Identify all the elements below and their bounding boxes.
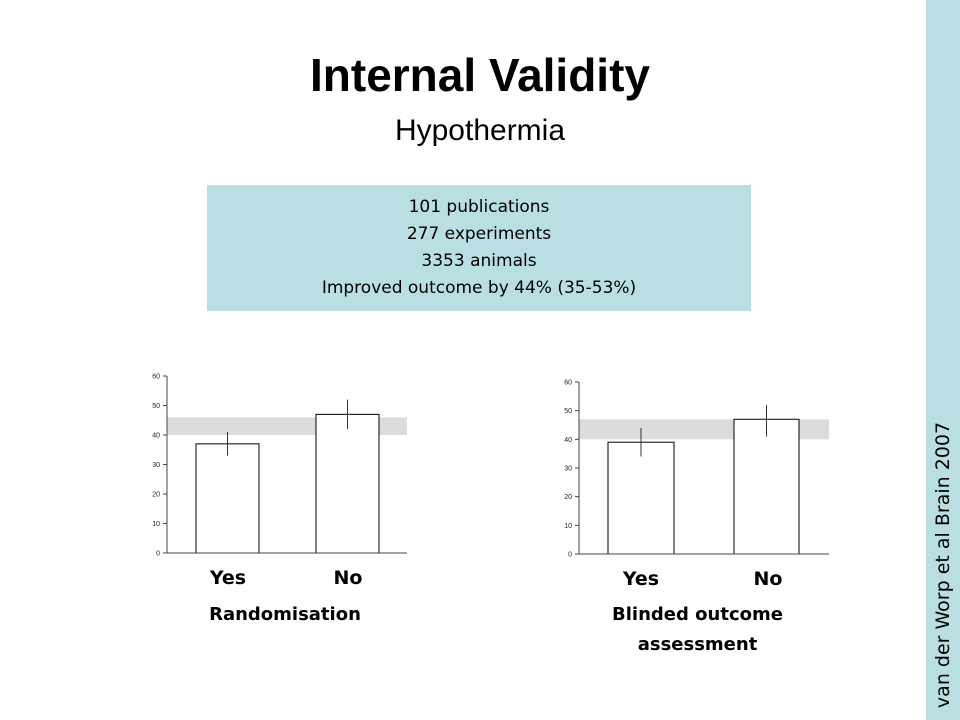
category-label-yes: Yes: [209, 567, 246, 589]
y-tick-label: 60: [564, 380, 572, 387]
y-tick-label: 20: [152, 492, 160, 499]
summary-line-experiments: 277 experiments: [406, 224, 552, 244]
category-label-no: No: [334, 567, 363, 589]
y-tick-label: 0: [568, 552, 572, 559]
slide-subtitle: Hypothermia: [394, 114, 566, 147]
bar-no: [733, 418, 800, 555]
bar-no: [315, 413, 380, 554]
y-tick-label: 50: [564, 408, 572, 415]
y-tick-label: 20: [564, 494, 572, 501]
y-tick-label: 10: [564, 523, 572, 530]
chart-caption-blinded: Blinded outcome assessment: [612, 604, 783, 655]
citation-sidebar: [926, 0, 960, 720]
y-tick-label: 30: [152, 462, 160, 469]
chart-caption-randomisation: Randomisation: [209, 604, 361, 625]
y-tick-label: 50: [152, 403, 160, 410]
category-label-yes: Yes: [622, 568, 659, 590]
summary-line-publications: 101 publications: [408, 197, 550, 217]
y-tick-label: 0: [156, 551, 160, 558]
category-label-no: No: [754, 568, 783, 590]
slide-title: Internal Validity: [310, 49, 650, 101]
summary-line-animals: 3353 animals: [421, 251, 537, 271]
summary-line-outcome: Improved outcome by 44% (35-53%): [321, 278, 637, 298]
y-tick-label: 60: [152, 374, 160, 381]
y-tick-label: 40: [152, 433, 160, 440]
summary-box: 101 publications 277 experiments 3353 an…: [207, 185, 751, 311]
bar-yes: [195, 443, 260, 554]
y-tick-label: 10: [152, 521, 160, 528]
bar-yes: [607, 441, 675, 555]
y-tick-label: 40: [564, 437, 572, 444]
y-tick-label: 30: [564, 466, 572, 473]
